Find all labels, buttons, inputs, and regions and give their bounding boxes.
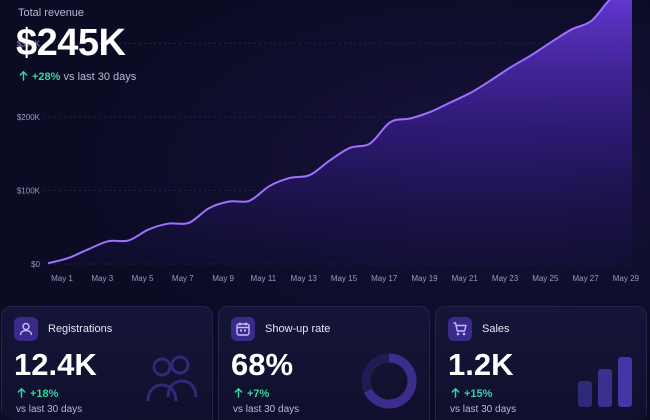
- card-change: +15%: [450, 387, 492, 400]
- x-tick-label: May 3: [91, 274, 113, 283]
- card-sub: vs last 30 days: [233, 404, 300, 415]
- card-sub: vs last 30 days: [16, 404, 83, 415]
- card-registrations[interactable]: Registrations 12.4K +18% vs last 30 days: [1, 306, 213, 420]
- x-tick-label: May 23: [492, 274, 519, 283]
- revenue-area-chart: $0 $100K $200K $300K May 1 May 3 May 5 May 7 Ma…: [17, 0, 640, 283]
- revenue-title: Total revenue: [18, 7, 85, 19]
- x-tick-label: May 5: [132, 274, 154, 283]
- card-sub: vs last 30 days: [450, 404, 517, 415]
- card-label: Show-up rate: [265, 323, 331, 335]
- people-icon: [146, 355, 198, 402]
- card-show-up-rate[interactable]: Show-up rate 68% +7% vs last 30 days: [218, 306, 430, 420]
- card-value: 1.2K: [448, 347, 514, 382]
- kpi-cards: Registrations 12.4K +18% vs last 30 days…: [0, 306, 650, 420]
- revenue-area-fill: [48, 0, 632, 264]
- arrow-up-icon: [19, 70, 28, 81]
- card-change-value: +18%: [30, 388, 59, 400]
- x-tick-label: May 17: [371, 274, 398, 283]
- bar-chart-icon: [578, 357, 632, 407]
- revenue-change-suffix: vs last 30 days: [63, 71, 137, 83]
- card-sales[interactable]: Sales 1.2K +15% vs last 30 days: [435, 306, 647, 420]
- y-tick-label: $0: [31, 260, 40, 269]
- x-tick-label: May 29: [613, 274, 640, 283]
- y-tick-label: $200K: [17, 113, 41, 122]
- x-tick-label: May 25: [532, 274, 559, 283]
- x-tick-label: May 15: [331, 274, 358, 283]
- card-change-value: +15%: [464, 388, 493, 400]
- x-tick-label: May 13: [291, 274, 318, 283]
- card-change: +18%: [16, 387, 58, 400]
- x-tick-label: May 21: [452, 274, 479, 283]
- arrow-up-icon: [451, 387, 460, 398]
- revenue-panel: $0 $100K $200K $300K May 1 May 3 May 5 May 7 Ma…: [16, 0, 640, 283]
- x-tick-label: May 27: [572, 274, 599, 283]
- card-label: Registrations: [48, 323, 113, 335]
- y-tick-label: $100K: [17, 186, 41, 195]
- card-value: 12.4K: [14, 347, 97, 382]
- x-tick-label: May 1: [51, 274, 73, 283]
- revenue-line: [47, 0, 611, 265]
- revenue-change-value: +28%: [32, 71, 61, 83]
- revenue-change: +28% vs last 30 days: [18, 70, 136, 83]
- cart-icon: [448, 317, 472, 341]
- x-tick-label: May 11: [251, 274, 277, 283]
- x-tick-label: May 19: [411, 274, 438, 283]
- arrow-up-icon: [17, 387, 26, 398]
- card-value: 68%: [231, 347, 294, 382]
- revenue-value: $245K: [16, 22, 126, 64]
- x-tick-label: May 9: [212, 274, 234, 283]
- x-tick-label: May 7: [172, 274, 194, 283]
- show-up-ring: [361, 353, 417, 409]
- user-icon: [14, 317, 38, 341]
- card-label: Sales: [482, 323, 510, 335]
- y-tick-label: $300K: [17, 39, 41, 48]
- card-change-value: +7%: [247, 388, 270, 400]
- card-change: +7%: [233, 387, 269, 400]
- show-up-ring-arc: [361, 353, 417, 409]
- arrow-up-icon: [234, 387, 243, 398]
- calendar-icon: [231, 317, 255, 341]
